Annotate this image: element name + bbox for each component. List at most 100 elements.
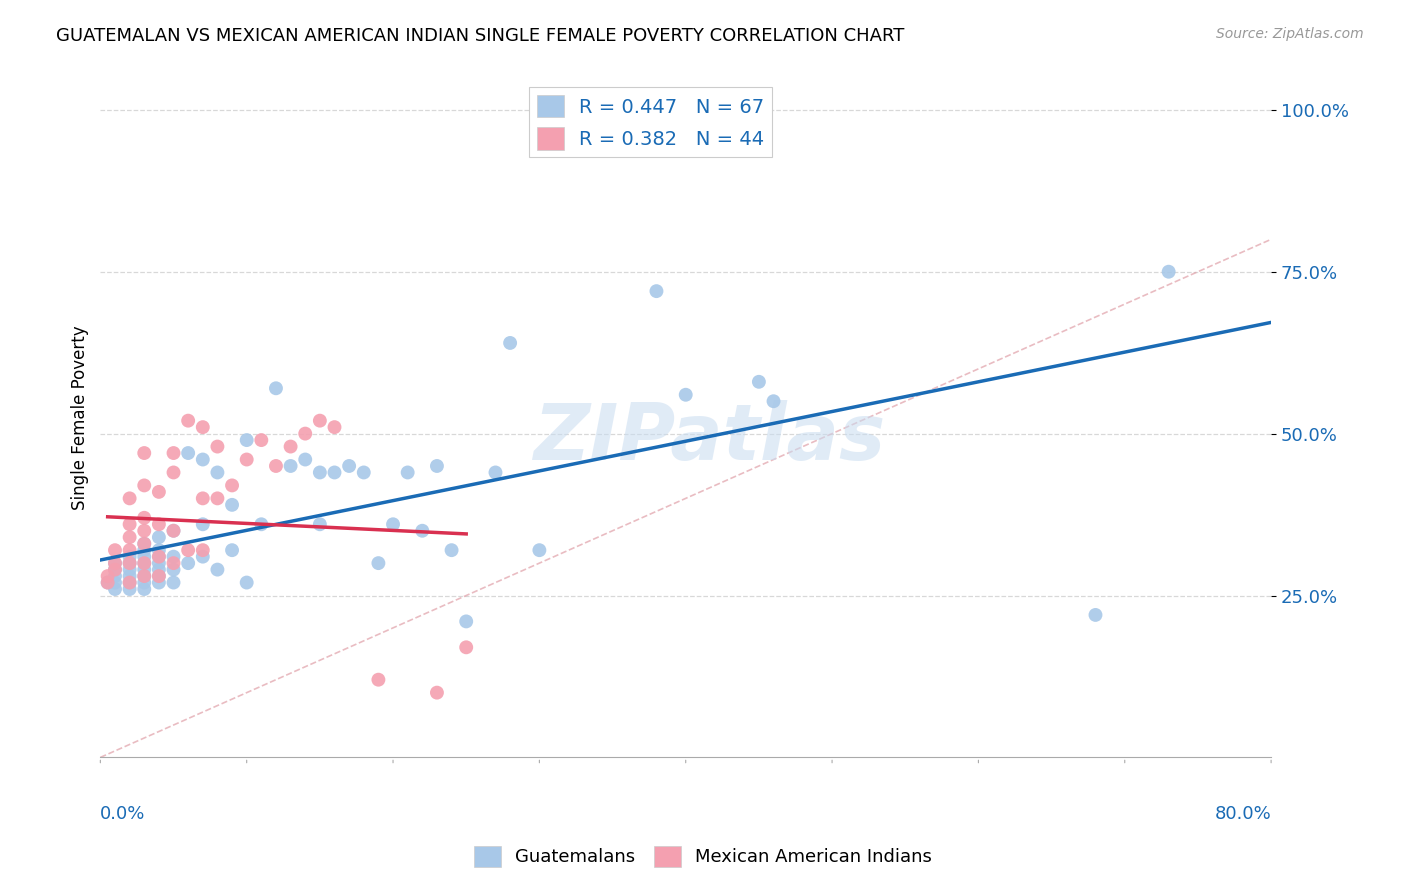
- Point: [134, 569, 156, 583]
- Point: [162, 549, 184, 564]
- Point: [280, 440, 302, 454]
- Point: [411, 524, 433, 538]
- Point: [367, 673, 389, 687]
- Point: [118, 569, 141, 583]
- Point: [162, 524, 184, 538]
- Point: [104, 556, 127, 570]
- Point: [148, 543, 170, 558]
- Point: [353, 466, 375, 480]
- Point: [134, 549, 156, 564]
- Point: [104, 556, 127, 570]
- Point: [529, 543, 551, 558]
- Point: [134, 510, 156, 524]
- Text: ZIPatlas: ZIPatlas: [533, 400, 886, 475]
- Point: [177, 446, 200, 460]
- Point: [134, 537, 156, 551]
- Point: [221, 543, 243, 558]
- Text: GUATEMALAN VS MEXICAN AMERICAN INDIAN SINGLE FEMALE POVERTY CORRELATION CHART: GUATEMALAN VS MEXICAN AMERICAN INDIAN SI…: [56, 27, 904, 45]
- Point: [148, 484, 170, 499]
- Point: [207, 491, 229, 506]
- Point: [1157, 265, 1180, 279]
- Point: [250, 517, 273, 532]
- Point: [323, 466, 346, 480]
- Point: [148, 549, 170, 564]
- Point: [191, 420, 214, 434]
- Point: [104, 563, 127, 577]
- Point: [456, 615, 478, 629]
- Point: [148, 517, 170, 532]
- Point: [264, 458, 287, 473]
- Point: [134, 563, 156, 577]
- Point: [118, 517, 141, 532]
- Point: [162, 556, 184, 570]
- Legend: R = 0.447   N = 67, R = 0.382   N = 44: R = 0.447 N = 67, R = 0.382 N = 44: [529, 87, 772, 157]
- Text: 0.0%: 0.0%: [100, 805, 146, 823]
- Point: [162, 466, 184, 480]
- Point: [162, 575, 184, 590]
- Point: [148, 549, 170, 564]
- Point: [148, 563, 170, 577]
- Point: [97, 569, 120, 583]
- Point: [148, 575, 170, 590]
- Point: [367, 556, 389, 570]
- Point: [118, 530, 141, 544]
- Point: [762, 394, 785, 409]
- Point: [134, 446, 156, 460]
- Point: [148, 530, 170, 544]
- Point: [191, 491, 214, 506]
- Point: [134, 556, 156, 570]
- Text: 80.0%: 80.0%: [1215, 805, 1271, 823]
- Point: [484, 466, 506, 480]
- Point: [207, 563, 229, 577]
- Point: [675, 388, 697, 402]
- Point: [337, 458, 360, 473]
- Point: [148, 569, 170, 583]
- Y-axis label: Single Female Poverty: Single Female Poverty: [72, 325, 89, 509]
- Point: [207, 440, 229, 454]
- Point: [118, 575, 141, 590]
- Point: [134, 478, 156, 492]
- Point: [118, 549, 141, 564]
- Point: [118, 582, 141, 596]
- Point: [309, 517, 332, 532]
- Point: [309, 466, 332, 480]
- Point: [148, 569, 170, 583]
- Point: [309, 414, 332, 428]
- Point: [294, 452, 316, 467]
- Point: [104, 543, 127, 558]
- Point: [134, 524, 156, 538]
- Point: [134, 556, 156, 570]
- Point: [97, 575, 120, 590]
- Point: [250, 433, 273, 447]
- Point: [177, 414, 200, 428]
- Point: [118, 556, 141, 570]
- Point: [235, 433, 257, 447]
- Point: [104, 569, 127, 583]
- Point: [221, 478, 243, 492]
- Point: [97, 575, 120, 590]
- Point: [191, 549, 214, 564]
- Point: [134, 569, 156, 583]
- Point: [396, 466, 419, 480]
- Point: [118, 491, 141, 506]
- Point: [280, 458, 302, 473]
- Point: [118, 556, 141, 570]
- Point: [118, 575, 141, 590]
- Point: [426, 458, 449, 473]
- Point: [148, 556, 170, 570]
- Point: [382, 517, 405, 532]
- Point: [162, 524, 184, 538]
- Point: [748, 375, 770, 389]
- Point: [134, 537, 156, 551]
- Point: [323, 420, 346, 434]
- Point: [235, 575, 257, 590]
- Point: [134, 582, 156, 596]
- Point: [104, 582, 127, 596]
- Point: [134, 543, 156, 558]
- Point: [177, 543, 200, 558]
- Point: [264, 381, 287, 395]
- Point: [191, 517, 214, 532]
- Point: [440, 543, 463, 558]
- Point: [191, 452, 214, 467]
- Point: [426, 686, 449, 700]
